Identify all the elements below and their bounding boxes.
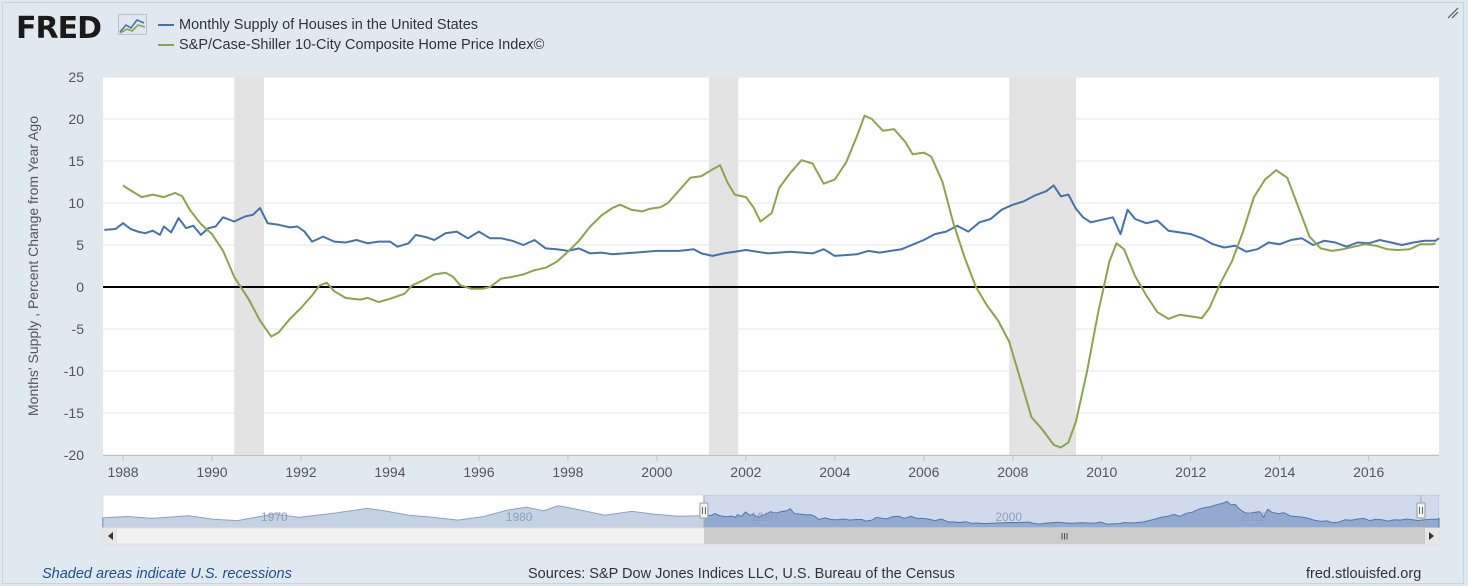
navigator-label: 2000 [995,510,1022,524]
x-tick-label: 1990 [196,464,227,480]
x-tick-label: 2012 [1175,464,1206,480]
legend: Monthly Supply of Houses in the United S… [158,15,544,55]
scrollbar-thumb[interactable] [703,528,1425,544]
scrollbar-grip: III [1061,532,1069,542]
scrollbar[interactable]: III [102,527,1440,545]
y-axis-title: Months' Supply , Percent Change from Yea… [25,116,41,416]
x-tick-label: 1998 [552,464,583,480]
plot-area [103,77,1439,455]
navigator-selection [703,495,1439,528]
x-tick-label: 2004 [819,464,850,480]
recession-bands [234,77,1076,455]
legend-swatch-caseshiller [158,44,174,46]
y-axis: 25 20 15 10 5 0 -5 -10 -15 -20 [64,69,84,463]
x-tick-label: 2002 [730,464,761,480]
site-link[interactable]: fred.stlouisfed.org [1306,566,1422,582]
x-tick-label: 2014 [1264,464,1295,480]
y-tick-label: 15 [68,153,84,169]
legend-item-supply[interactable]: Monthly Supply of Houses in the United S… [158,15,544,35]
y-tick-label: -10 [64,363,84,379]
series-lines [104,114,1440,449]
navigator-label: 1970 [261,510,288,524]
x-tick-label: 2000 [641,464,672,480]
x-tick-label: 2006 [908,464,939,480]
recession-band-0 [234,77,265,455]
x-tick-label: 2010 [1086,464,1117,480]
navigator-label: 1990 [751,510,778,524]
y-tick-label: 20 [68,111,84,127]
navigator-handle-right[interactable] [1416,495,1426,528]
navigator-mask [103,495,704,528]
y-tick-label: 5 [76,237,84,253]
navigator-labels: 1970 1980 1990 2000 2010 [261,510,1267,524]
navigator-label: 2010 [1240,510,1267,524]
x-tick-label: 1996 [463,464,494,480]
legend-label-caseshiller: S&P/Case-Shiller 10-City Composite Home … [179,37,545,53]
arrow-right-icon[interactable] [1425,528,1439,544]
x-tick-label: 2016 [1353,464,1384,480]
navigator[interactable]: 1970 1980 1990 2000 2010 [102,494,1440,529]
y-tick-label: 10 [68,195,84,211]
y-tick-label: -20 [64,447,84,463]
navigator-label: 1980 [506,510,533,524]
arrow-left-icon[interactable] [103,528,117,544]
chart-line-icon [118,14,147,35]
series-line-1[interactable] [122,114,1436,449]
legend-label-supply: Monthly Supply of Houses in the United S… [179,17,479,33]
navigator-handle-left[interactable] [699,495,709,528]
recession-band-1 [708,77,739,455]
fred-logo[interactable]: FRED [16,11,102,46]
y-tick-label: -5 [72,321,85,337]
x-tick-label: 1994 [374,464,405,480]
y-tick-label: 25 [68,69,84,85]
recession-band-2 [1009,77,1076,455]
expand-icon[interactable] [1446,6,1460,20]
y-tick-label: -15 [64,405,84,421]
recession-note: Shaded areas indicate U.S. recessions [42,566,292,582]
x-tick-label: 1988 [107,464,138,480]
sources-text: Sources: S&P Dow Jones Indices LLC, U.S.… [528,566,955,582]
y-tick-label: 0 [76,279,84,295]
legend-item-caseshiller[interactable]: S&P/Case-Shiller 10-City Composite Home … [158,35,544,55]
x-tick-label: 1992 [285,464,316,480]
x-axis: 1988 1990 1992 1994 1996 1998 2000 2002 2004 2006… [103,455,1439,480]
x-tick-label: 2008 [997,464,1028,480]
legend-swatch-supply [158,24,174,26]
series-line-0[interactable] [104,184,1440,257]
